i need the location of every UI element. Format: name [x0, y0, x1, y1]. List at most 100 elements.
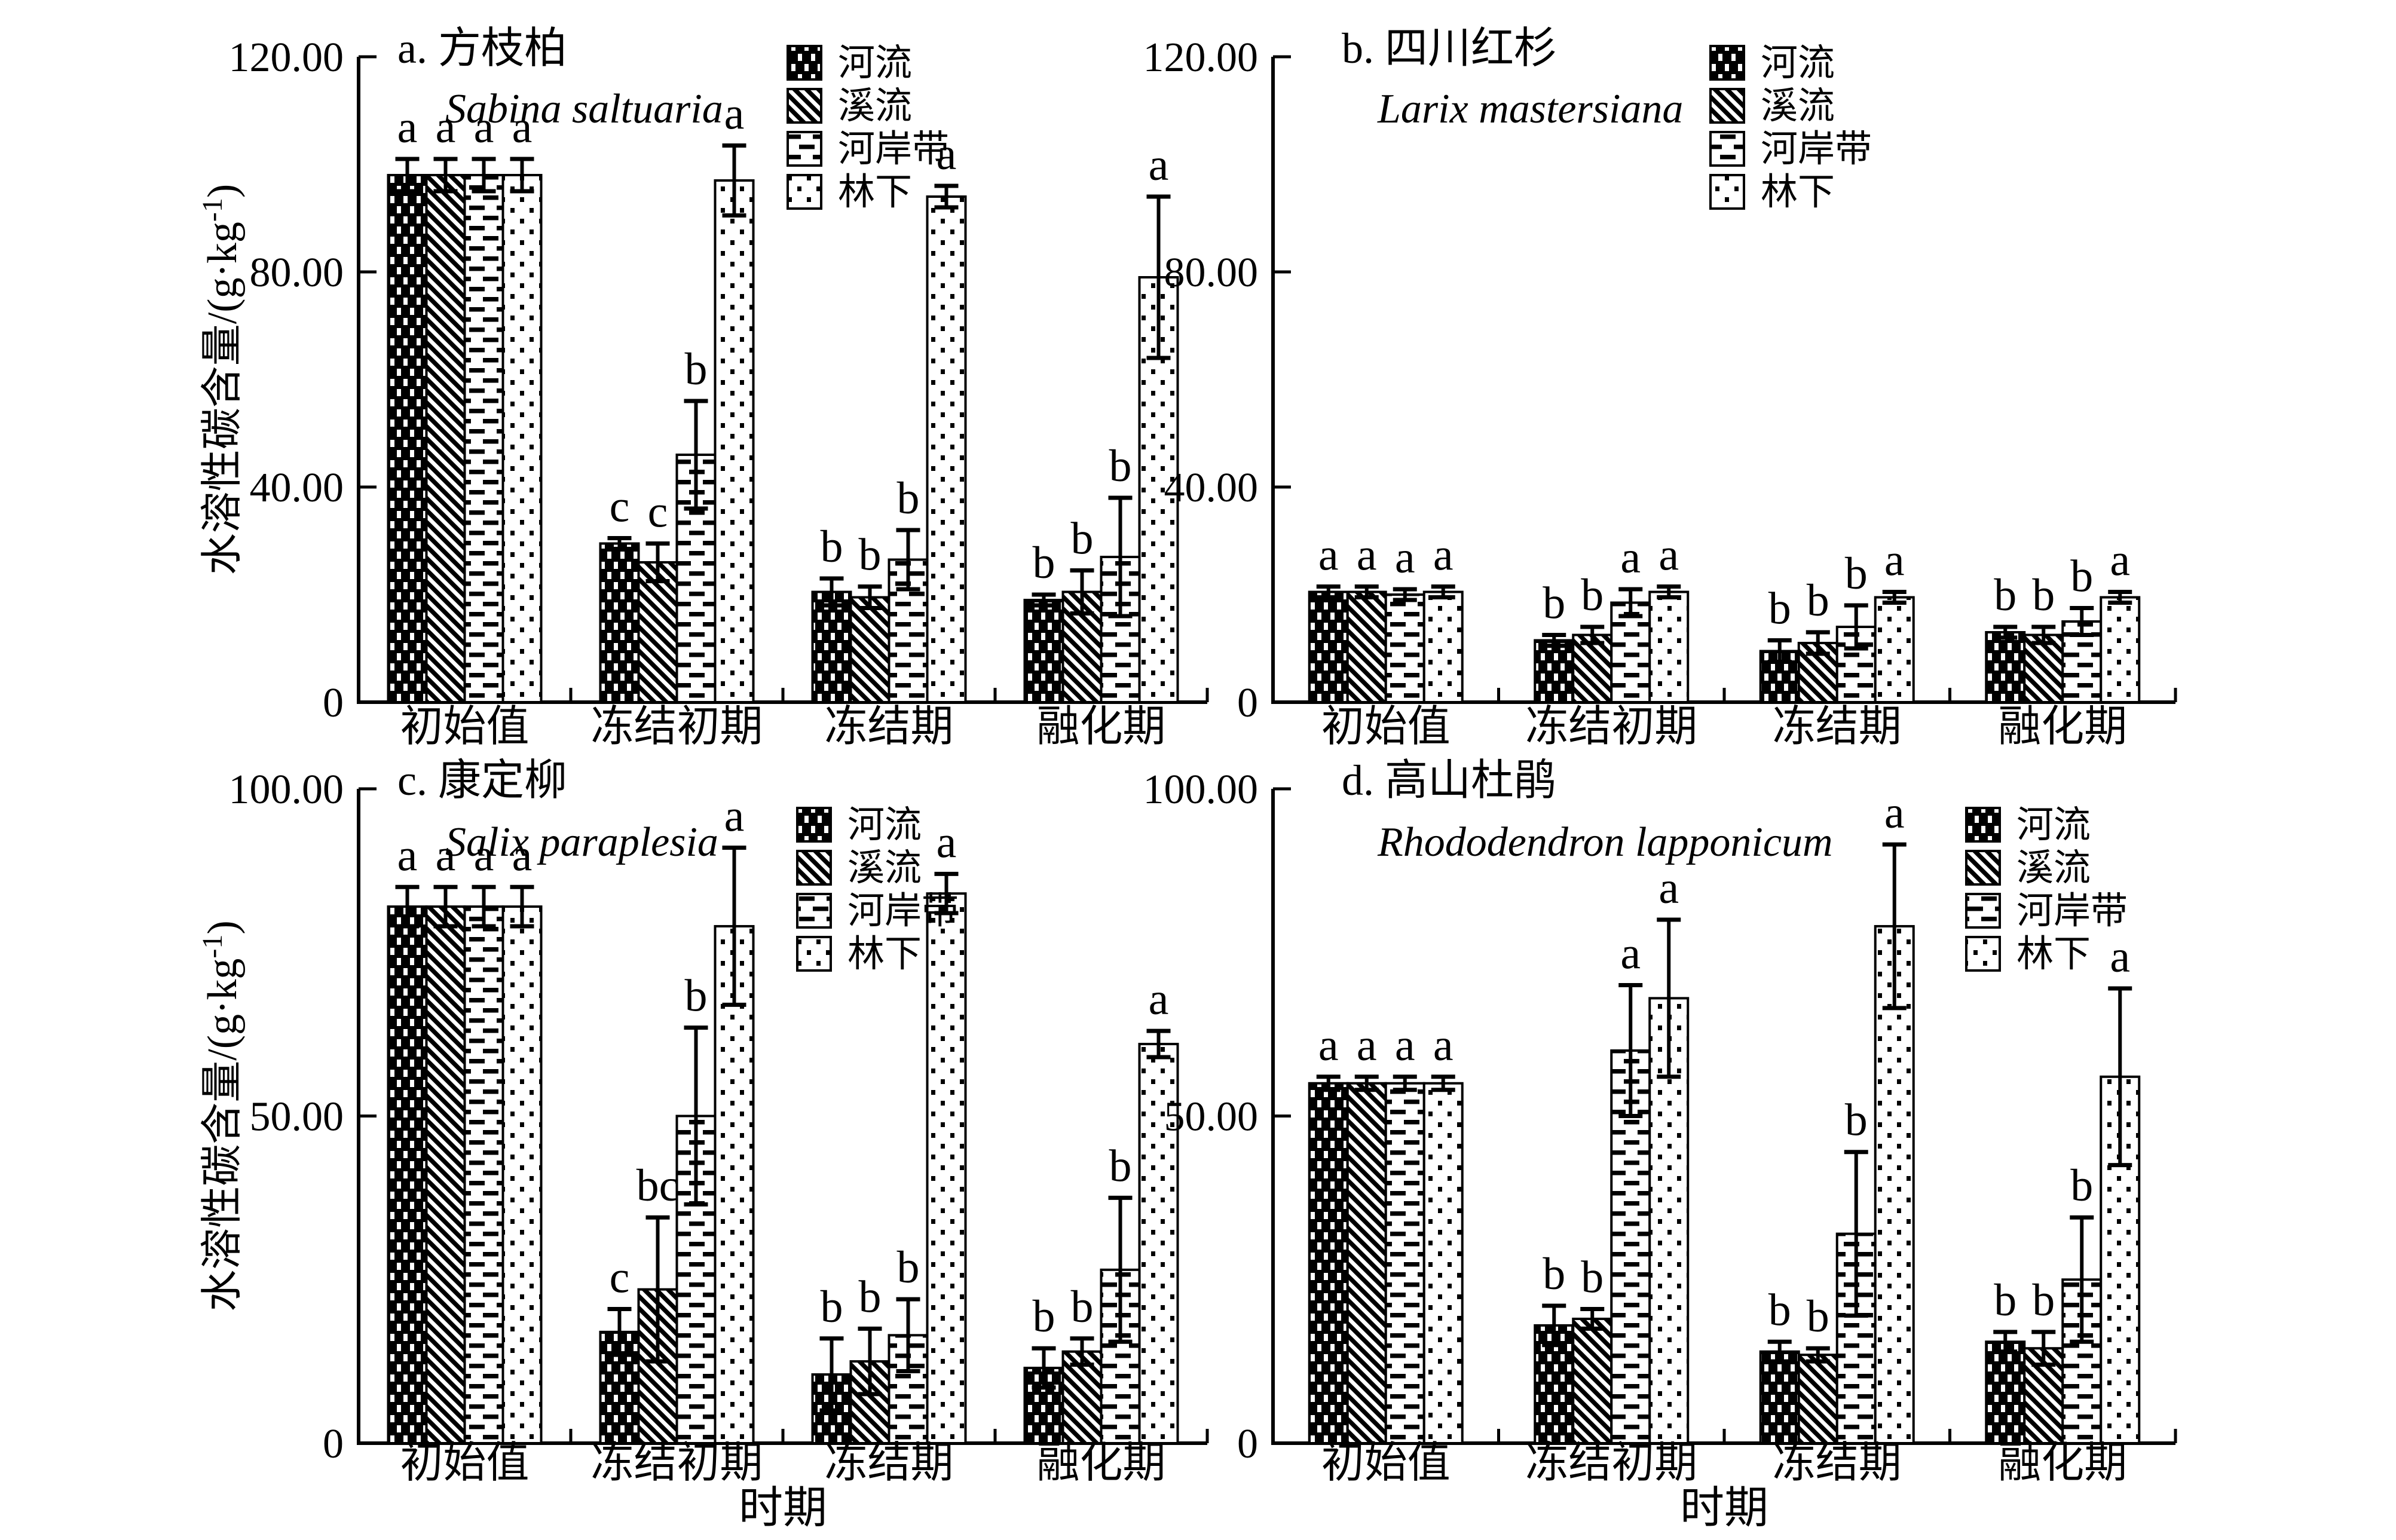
- error-bar: [1542, 633, 1566, 648]
- sig-letter: b: [1071, 1282, 1094, 1332]
- sig-letter: a: [1357, 530, 1377, 580]
- bar: [1985, 631, 2026, 703]
- legend-label: 林下: [847, 934, 922, 975]
- bar: [1797, 642, 1838, 703]
- legend-swatch: [796, 893, 832, 929]
- bar: [926, 892, 967, 1444]
- bar: [501, 174, 543, 703]
- error-bar: [858, 584, 882, 610]
- sig-letter: b: [1768, 584, 1791, 634]
- category-label: 冻结初期: [1525, 703, 1697, 751]
- bar: [811, 590, 852, 703]
- sig-letter: b: [821, 1282, 843, 1332]
- error-bar: [607, 536, 632, 551]
- legend-swatch: [787, 88, 822, 124]
- sig-letter: b: [1807, 1291, 1829, 1342]
- bar: [425, 174, 466, 703]
- bar: [1874, 924, 1915, 1444]
- bar: [1346, 590, 1387, 703]
- y-tick-label: 80.00: [1164, 250, 1259, 296]
- sig-letter: a: [724, 89, 745, 139]
- category-label: 初始值: [400, 1439, 529, 1487]
- panel-title: b. 四川红杉: [1342, 25, 1557, 72]
- legend-item: 林下: [1709, 172, 1835, 213]
- sig-letter: a: [1149, 140, 1169, 190]
- error-bar: [2031, 1330, 2056, 1367]
- category-label: 融化期: [1036, 1439, 1165, 1487]
- error-bar: [934, 183, 959, 210]
- error-bar: [1070, 568, 1094, 616]
- error-bar: [433, 884, 458, 929]
- sig-letter: bc: [637, 1161, 680, 1211]
- error-bar: [472, 884, 496, 929]
- error-bar: [1618, 587, 1643, 619]
- legend-label: 溪流: [847, 848, 922, 889]
- error-bar: [1657, 584, 1681, 599]
- bar: [1061, 1350, 1103, 1444]
- error-bar: [1580, 1307, 1605, 1331]
- sig-letter: c: [610, 482, 630, 532]
- error-bar: [510, 884, 534, 929]
- error-bar: [1431, 1074, 1455, 1092]
- sig-letter: a: [937, 129, 957, 179]
- legend-item: 河岸带: [796, 891, 959, 932]
- legend-swatch: [1965, 936, 2001, 972]
- sig-letter: b: [1033, 538, 1055, 588]
- error-bar: [1542, 1303, 1566, 1348]
- legend-swatch: [787, 45, 822, 81]
- error-bar: [1354, 1074, 1379, 1092]
- bar: [637, 561, 678, 703]
- sig-letter: b: [1033, 1291, 1055, 1342]
- bar: [714, 179, 755, 703]
- error-bar: [1431, 584, 1455, 599]
- y-tick-label: 40.00: [1164, 465, 1259, 511]
- legend-swatch: [1709, 45, 1745, 81]
- legend-item: 河流: [1965, 805, 2091, 846]
- sig-letter: b: [1994, 1275, 2016, 1325]
- sig-letter: a: [512, 102, 533, 152]
- legend-item: 溪流: [787, 86, 912, 127]
- error-bar: [1032, 1346, 1056, 1390]
- error-bar: [1316, 584, 1341, 599]
- error-bar: [896, 528, 920, 592]
- bar: [1534, 639, 1575, 703]
- category-label: 冻结初期: [590, 1439, 763, 1487]
- sig-letter: b: [685, 971, 708, 1021]
- legend-label: 河岸带: [847, 891, 959, 932]
- category-label: 冻结期: [824, 1439, 953, 1487]
- panel-title: a. 方枝柏: [397, 25, 567, 72]
- sig-letter: b: [821, 522, 843, 572]
- sig-letter: b: [1768, 1285, 1791, 1335]
- legend-swatch: [1965, 893, 2001, 929]
- bar: [1610, 601, 1651, 703]
- sig-letter: a: [2110, 535, 2130, 586]
- error-bar: [1882, 842, 1907, 1011]
- sig-letter: a: [2110, 932, 2130, 982]
- bar: [1384, 593, 1425, 703]
- bar: [926, 195, 967, 703]
- sig-letter: b: [1109, 441, 1132, 491]
- y-tick-label: 50.00: [250, 1094, 344, 1140]
- legend-label: 林下: [2016, 934, 2091, 975]
- error-bar: [472, 157, 496, 194]
- bar: [1138, 1043, 1179, 1445]
- error-bar: [684, 399, 708, 511]
- y-tick-label: 120.00: [1143, 35, 1259, 81]
- y-tick-label: 120.00: [229, 35, 344, 81]
- error-bar: [1393, 587, 1417, 602]
- error-bar: [1844, 1150, 1868, 1318]
- category-label: 冻结期: [1773, 703, 1902, 751]
- error-bar: [1993, 1330, 2018, 1354]
- error-bar: [1108, 1195, 1133, 1344]
- legend-label: 溪流: [2016, 848, 2091, 889]
- legend-item: 林下: [796, 934, 922, 975]
- legend-label: 河流: [847, 805, 922, 846]
- error-bar: [819, 576, 844, 608]
- y-tick-label: 100.00: [229, 767, 344, 813]
- sig-letter: b: [1807, 575, 1829, 626]
- sig-letter: a: [1433, 530, 1453, 580]
- legend-label: 溪流: [838, 86, 912, 127]
- error-bar: [1032, 592, 1056, 608]
